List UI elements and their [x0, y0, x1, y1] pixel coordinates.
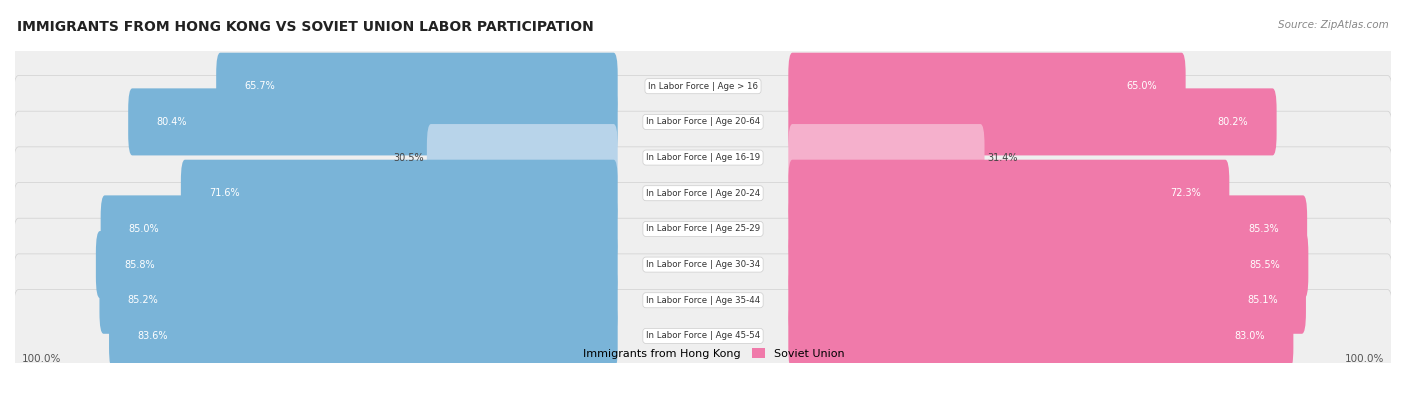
Legend: Immigrants from Hong Kong, Soviet Union: Immigrants from Hong Kong, Soviet Union — [557, 344, 849, 363]
Text: IMMIGRANTS FROM HONG KONG VS SOVIET UNION LABOR PARTICIPATION: IMMIGRANTS FROM HONG KONG VS SOVIET UNIO… — [17, 20, 593, 34]
Text: In Labor Force | Age > 16: In Labor Force | Age > 16 — [648, 82, 758, 91]
FancyBboxPatch shape — [427, 124, 617, 191]
FancyBboxPatch shape — [13, 75, 1393, 168]
FancyBboxPatch shape — [100, 267, 617, 334]
Text: 83.6%: 83.6% — [138, 331, 167, 341]
FancyBboxPatch shape — [789, 267, 1306, 334]
FancyBboxPatch shape — [110, 303, 617, 369]
Text: 85.8%: 85.8% — [124, 260, 155, 269]
FancyBboxPatch shape — [789, 124, 984, 191]
Text: 65.7%: 65.7% — [245, 81, 276, 91]
Text: In Labor Force | Age 25-29: In Labor Force | Age 25-29 — [645, 224, 761, 233]
FancyBboxPatch shape — [789, 88, 1277, 155]
FancyBboxPatch shape — [13, 290, 1393, 382]
Text: 85.0%: 85.0% — [129, 224, 159, 234]
Text: 85.1%: 85.1% — [1247, 295, 1278, 305]
Text: In Labor Force | Age 20-24: In Labor Force | Age 20-24 — [645, 189, 761, 198]
Text: In Labor Force | Age 35-44: In Labor Force | Age 35-44 — [645, 296, 761, 305]
Text: Source: ZipAtlas.com: Source: ZipAtlas.com — [1278, 20, 1389, 30]
FancyBboxPatch shape — [96, 231, 617, 298]
Text: 71.6%: 71.6% — [209, 188, 239, 198]
Text: 80.2%: 80.2% — [1218, 117, 1249, 127]
Text: 83.0%: 83.0% — [1234, 331, 1265, 341]
FancyBboxPatch shape — [217, 53, 617, 120]
Text: 72.3%: 72.3% — [1170, 188, 1201, 198]
Text: In Labor Force | Age 16-19: In Labor Force | Age 16-19 — [645, 153, 761, 162]
FancyBboxPatch shape — [13, 182, 1393, 275]
Text: In Labor Force | Age 30-34: In Labor Force | Age 30-34 — [645, 260, 761, 269]
Text: In Labor Force | Age 45-54: In Labor Force | Age 45-54 — [645, 331, 761, 340]
Text: 31.4%: 31.4% — [987, 152, 1018, 163]
FancyBboxPatch shape — [789, 160, 1229, 227]
Text: 30.5%: 30.5% — [394, 152, 425, 163]
FancyBboxPatch shape — [181, 160, 617, 227]
FancyBboxPatch shape — [13, 147, 1393, 240]
Text: 85.3%: 85.3% — [1249, 224, 1279, 234]
FancyBboxPatch shape — [13, 40, 1393, 133]
FancyBboxPatch shape — [128, 88, 617, 155]
FancyBboxPatch shape — [13, 254, 1393, 347]
FancyBboxPatch shape — [789, 231, 1309, 298]
Text: 80.4%: 80.4% — [156, 117, 187, 127]
FancyBboxPatch shape — [789, 196, 1308, 262]
FancyBboxPatch shape — [789, 53, 1185, 120]
FancyBboxPatch shape — [13, 111, 1393, 204]
Text: 85.2%: 85.2% — [128, 295, 159, 305]
Text: 100.0%: 100.0% — [1344, 354, 1384, 364]
FancyBboxPatch shape — [101, 196, 617, 262]
FancyBboxPatch shape — [13, 218, 1393, 311]
Text: In Labor Force | Age 20-64: In Labor Force | Age 20-64 — [645, 117, 761, 126]
Text: 100.0%: 100.0% — [22, 354, 62, 364]
Text: 65.0%: 65.0% — [1126, 81, 1157, 91]
Text: 85.5%: 85.5% — [1250, 260, 1279, 269]
FancyBboxPatch shape — [789, 303, 1294, 369]
